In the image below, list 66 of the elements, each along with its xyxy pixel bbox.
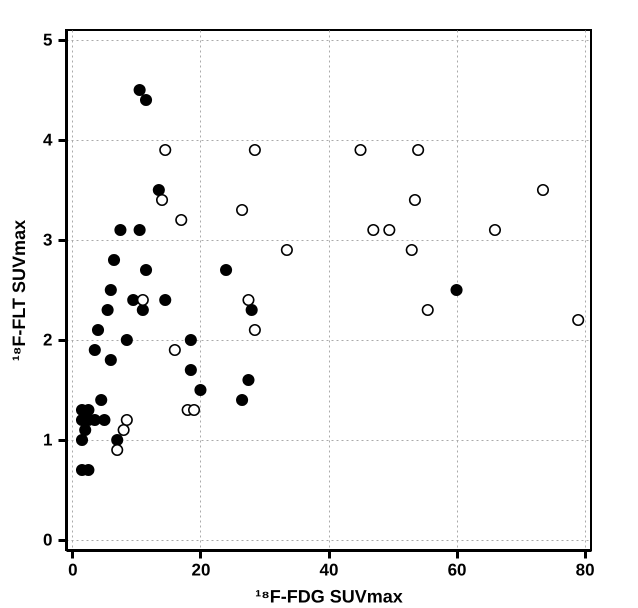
point [104,354,117,366]
point [220,264,232,276]
point [108,254,120,266]
point [95,394,108,406]
point [134,84,146,96]
point [236,394,248,406]
point [194,384,206,396]
x-tick-label: 0 [68,560,78,580]
point [120,414,133,426]
point [104,284,117,296]
x-tick-label: 20 [191,560,210,580]
point [412,144,424,156]
y-axis-title: ¹⁸F-FLT SUVmax [9,220,30,362]
point [408,194,421,206]
y-tick-label: 0 [43,530,52,550]
point [114,224,126,236]
point [156,194,168,206]
point [248,144,261,156]
point [136,304,149,316]
point [140,94,152,106]
point [354,144,367,156]
point [152,184,165,196]
point [76,434,88,446]
point [242,294,255,306]
point [102,304,114,316]
point [175,214,188,226]
point [184,364,197,376]
x-axis-title: ¹⁸F-FDG SUVmax [255,586,403,606]
point [98,414,110,426]
point [92,324,104,336]
y-tick-label: 1 [43,430,52,450]
point [140,264,152,276]
point [120,334,133,346]
point [184,334,197,346]
point [422,304,434,316]
point [111,444,124,456]
point [248,324,261,336]
x-tick-label: 80 [576,560,595,580]
point [188,404,200,416]
point [88,344,101,356]
y-tick-label: 3 [43,230,52,250]
point [242,374,255,386]
point [280,244,293,256]
point [246,304,258,316]
point [127,294,140,306]
point [488,224,502,236]
point [450,284,463,296]
point [367,224,380,236]
point [111,434,124,446]
y-tick-label: 4 [43,130,54,150]
point [136,294,149,306]
point [236,204,248,216]
point [536,184,550,196]
point [159,144,172,156]
point [159,294,172,306]
x-tick-label: 60 [448,560,467,580]
point [79,424,92,436]
y-tick-label: 2 [43,330,52,350]
x-tick-label: 40 [320,560,338,580]
point [383,224,396,236]
point [118,424,130,436]
point [134,224,146,236]
y-tick-label: 5 [43,30,52,50]
point [406,244,418,256]
point [572,314,584,326]
point [168,344,181,356]
